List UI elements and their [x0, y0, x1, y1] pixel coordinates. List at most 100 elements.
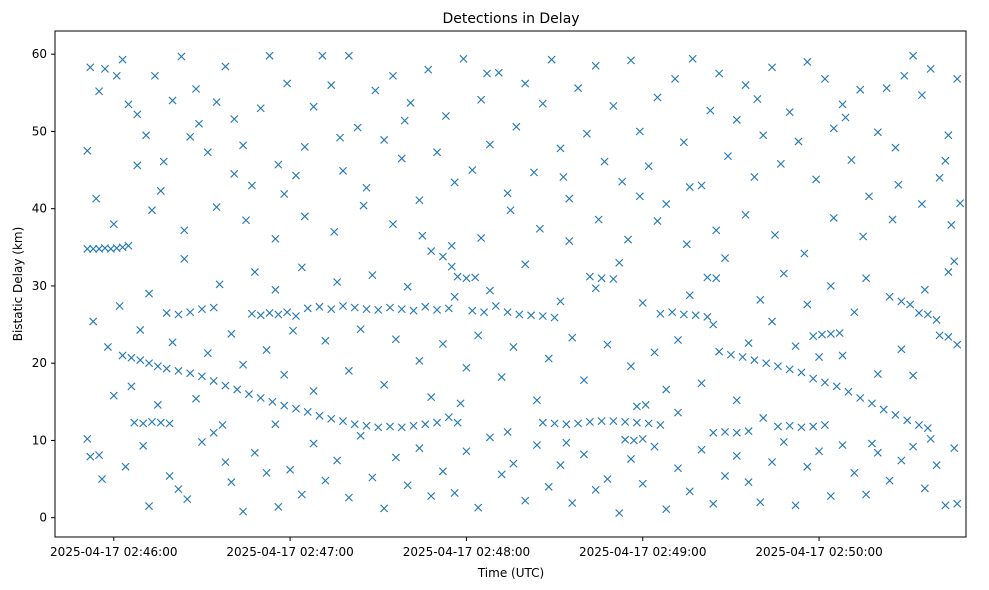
data-point: [906, 300, 915, 309]
data-point: [556, 461, 565, 470]
data-point: [768, 317, 777, 326]
data-point: [115, 302, 124, 311]
data-point: [221, 381, 230, 390]
data-point: [923, 424, 932, 433]
data-point: [826, 329, 835, 338]
data-point: [274, 310, 283, 319]
data-point: [174, 485, 183, 494]
data-point: [450, 488, 459, 497]
data-point: [139, 441, 148, 450]
data-point: [632, 418, 641, 427]
data-point: [330, 227, 339, 236]
data-point: [424, 65, 433, 74]
data-point: [239, 507, 248, 516]
data-point: [709, 428, 718, 437]
data-point: [538, 418, 547, 427]
data-point: [638, 479, 647, 488]
data-point: [826, 281, 835, 290]
data-point: [644, 162, 653, 171]
data-point: [147, 417, 156, 426]
data-point: [709, 499, 718, 508]
data-point: [826, 492, 835, 501]
data-point: [741, 81, 750, 90]
data-point: [671, 74, 680, 83]
data-point: [353, 123, 362, 132]
data-point: [480, 308, 489, 317]
data-point: [609, 101, 618, 110]
data-point: [409, 306, 418, 315]
data-point: [427, 492, 436, 501]
data-point: [891, 410, 900, 419]
data-point: [900, 71, 909, 80]
data-point: [862, 274, 871, 283]
data-point: [183, 495, 192, 504]
data-point: [136, 325, 145, 334]
data-point: [565, 237, 574, 246]
data-point: [662, 200, 671, 209]
data-point: [233, 385, 242, 394]
data-points: [83, 51, 965, 518]
data-point: [950, 257, 959, 266]
data-point: [818, 330, 826, 339]
data-point: [838, 441, 847, 450]
data-point: [309, 102, 318, 111]
data-point: [856, 85, 865, 94]
y-axis: 0 10 20 30 40 50 60: [32, 47, 55, 525]
data-point: [415, 356, 424, 365]
data-point: [547, 55, 556, 64]
data-point: [668, 308, 677, 317]
data-point: [212, 203, 221, 212]
data-point: [162, 364, 171, 373]
data-point: [315, 411, 324, 420]
data-point: [359, 201, 368, 210]
data-point: [820, 74, 829, 83]
data-point: [174, 366, 183, 375]
data-point: [168, 338, 177, 347]
data-point: [283, 308, 292, 317]
data-point: [380, 504, 389, 513]
data-point: [339, 417, 347, 426]
data-point: [447, 262, 456, 271]
data-point: [327, 414, 336, 423]
data-point: [744, 339, 753, 348]
data-point: [914, 308, 923, 317]
data-point: [203, 349, 212, 358]
data-point: [209, 303, 218, 312]
data-point: [485, 140, 494, 149]
data-point: [653, 217, 662, 226]
data-point: [380, 135, 389, 144]
data-point: [932, 315, 941, 324]
data-point: [124, 100, 133, 109]
data-point: [941, 501, 950, 510]
data-point: [609, 274, 618, 283]
data-point: [609, 417, 618, 426]
data-point: [873, 128, 882, 137]
data-point: [309, 439, 318, 448]
data-point: [629, 436, 638, 445]
data-point: [838, 100, 847, 109]
data-point: [879, 405, 888, 414]
data-point: [247, 309, 256, 318]
data-point: [362, 421, 371, 430]
data-point: [794, 137, 803, 146]
data-point: [638, 434, 647, 443]
data-point: [368, 271, 377, 280]
data-point: [427, 247, 436, 256]
x-tick-label: 2025-04-17 02:47:00: [226, 545, 353, 559]
data-point: [832, 382, 841, 391]
data-point: [98, 475, 107, 484]
data-point: [297, 490, 306, 499]
data-point: [679, 138, 688, 147]
data-point: [515, 310, 524, 319]
data-point: [917, 91, 926, 100]
data-point: [753, 94, 762, 103]
data-point: [944, 131, 953, 140]
data-point: [168, 96, 177, 105]
data-point: [865, 192, 874, 201]
data-point: [885, 292, 894, 301]
data-point: [227, 478, 236, 487]
data-point: [274, 160, 283, 169]
data-point: [809, 332, 818, 341]
data-point: [230, 115, 239, 124]
